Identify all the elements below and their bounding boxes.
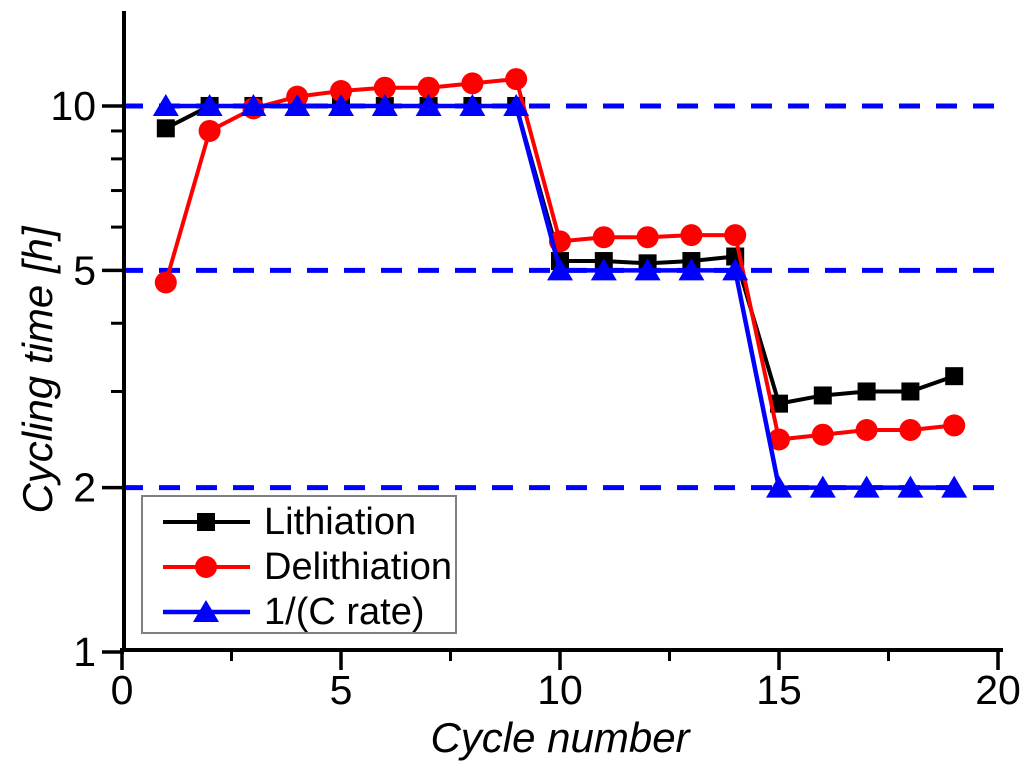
marker-1-c-rate [503,93,530,116]
marker-delithiation [943,414,966,437]
marker-lithiation [770,394,788,413]
marker-lithiation [857,382,876,401]
x-tick-label: 10 [537,667,583,713]
marker-1-c-rate [371,93,398,116]
series-layer [152,68,968,498]
x-tick-label: 0 [111,667,134,713]
marker-delithiation [680,224,703,247]
marker-1-c-rate [634,258,661,281]
series-lithiation [156,96,964,413]
marker-delithiation [154,271,177,294]
marker-delithiation [330,80,352,103]
marker-lithiation [156,119,175,138]
series-1-c-rate-line [165,103,955,490]
marker-1-c-rate [809,475,836,498]
legend-triangle-icon [193,600,219,622]
marker-1-c-rate [590,258,617,281]
legend-square-icon [197,513,215,531]
marker-delithiation [724,224,747,247]
axes-layer: 10 5 2 10 5 10 15 20 [50,11,1021,713]
legend-label: Lithiation [264,501,416,543]
marker-1-c-rate [941,475,968,498]
legend-label: Delithiation [264,546,452,588]
y-tick-label: 1 [73,629,96,675]
marker-1-c-rate [766,475,792,498]
marker-lithiation [901,382,920,401]
marker-delithiation [198,119,221,142]
marker-delithiation [811,423,834,446]
marker-delithiation [461,72,484,95]
marker-lithiation [945,367,964,386]
marker-1-c-rate [240,93,267,116]
x-tick-label: 20 [975,667,1021,713]
marker-1-c-rate [196,93,223,116]
marker-1-c-rate [722,258,749,281]
legend-item-lithiation: Lithiation [163,501,416,543]
marker-delithiation [373,76,396,99]
marker-1-c-rate [897,475,924,498]
y-tick-label: 2 [73,465,96,511]
marker-1-c-rate [459,93,486,116]
marker-lithiation [813,386,832,405]
marker-1-c-rate [152,93,179,116]
marker-delithiation [855,419,878,442]
marker-1-c-rate [328,93,354,116]
legend-item-1-c-rate: 1/(C rate) [163,591,424,633]
legend-label: 1/(C rate) [264,591,424,633]
marker-delithiation [417,76,440,99]
marker-1-c-rate [547,258,573,281]
marker-delithiation [899,419,922,442]
marker-delithiation [505,68,528,91]
marker-delithiation [636,226,659,249]
x-tick-label: 15 [756,667,802,713]
x-tick-label: 5 [330,667,353,713]
marker-delithiation [592,226,615,249]
y-tick-label: 5 [73,247,96,293]
marker-1-c-rate [284,93,311,116]
legend-circle-icon [195,556,217,578]
x-axis-title: Cycle number [430,714,691,761]
series-1-c-rate [152,93,968,498]
legend-item-delithiation: Delithiation [163,546,452,588]
marker-delithiation [768,428,790,451]
y-axis-title: Cycling time [h] [14,225,61,513]
marker-1-c-rate [415,93,442,116]
marker-1-c-rate [678,258,705,281]
marker-1-c-rate [853,475,880,498]
y-tick-label: 10 [50,83,96,129]
